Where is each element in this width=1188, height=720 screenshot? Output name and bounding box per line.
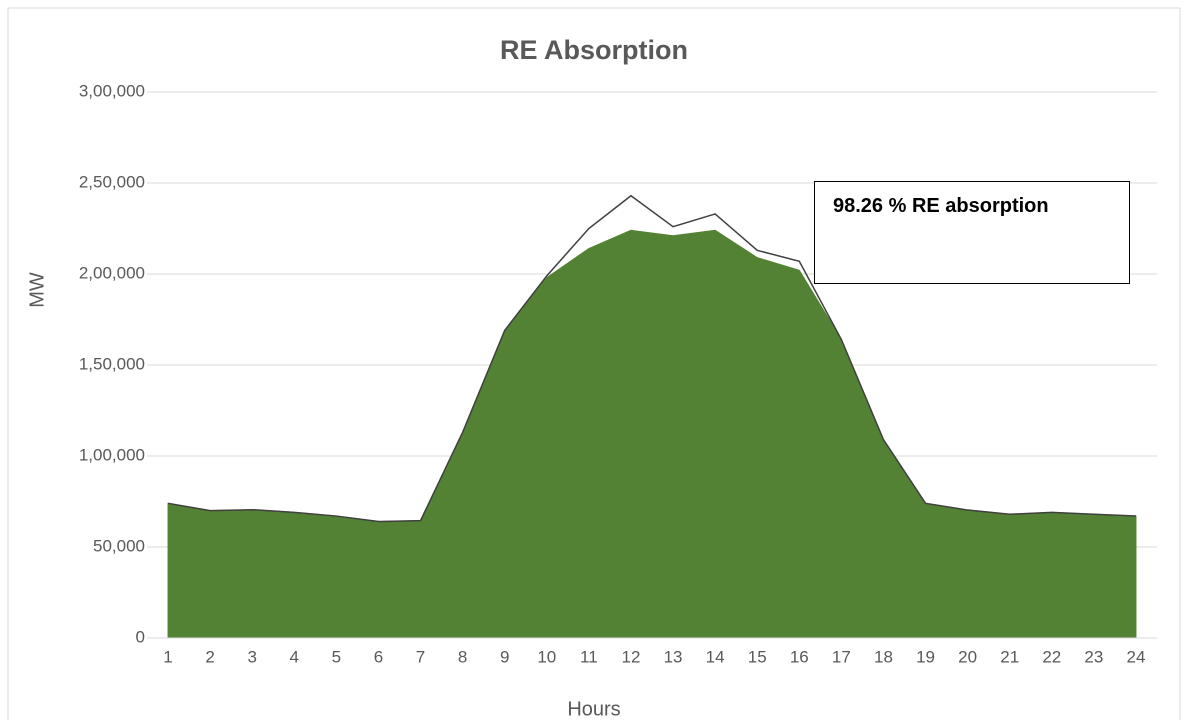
x-tick-label: 13 [664, 647, 683, 666]
x-tick-label: 23 [1084, 647, 1103, 666]
y-tick-label: 1,50,000 [79, 354, 145, 373]
x-tick-label: 6 [374, 647, 383, 666]
x-axis-label: Hours [567, 698, 620, 720]
x-tick-label: 10 [537, 647, 556, 666]
y-axis-label: MW [26, 272, 48, 308]
x-tick-label: 18 [874, 647, 893, 666]
annotation: 98.26 % RE absorption [814, 181, 1130, 284]
x-tick-label: 3 [247, 647, 256, 666]
y-tick-label: 3,00,000 [79, 81, 145, 100]
x-tick-label: 2 [205, 647, 214, 666]
x-tick-label: 5 [332, 647, 341, 666]
line [167, 194, 1136, 523]
x-tick-label: 24 [1126, 647, 1145, 666]
y-tick-label: 2,50,000 [79, 172, 145, 191]
x-tick-label: 9 [500, 647, 509, 666]
x-tick-label: 4 [290, 647, 299, 666]
x-tick-label: 7 [416, 647, 425, 666]
x-tick-label: 22 [1042, 647, 1061, 666]
x-tick-label: 11 [580, 647, 598, 666]
x-tick-label: 19 [916, 647, 935, 666]
x-tick-label: 14 [706, 647, 725, 666]
x-tick-label: 20 [958, 647, 977, 666]
x-tick-label: 15 [748, 647, 767, 666]
x-tick-label: 16 [790, 647, 809, 666]
y-tick-label: 2,00,000 [79, 263, 145, 282]
x-tick-label: 8 [458, 647, 467, 666]
x-tick-label: 12 [621, 647, 640, 666]
x-tick-label: 1 [163, 647, 172, 666]
x-tick-label: 17 [832, 647, 851, 666]
x-tick-label: 21 [1000, 647, 1019, 666]
y-tick-label: 50,000 [93, 536, 145, 555]
chart-title: RE Absorption [500, 35, 688, 65]
y-tick-label: 1,00,000 [79, 445, 145, 464]
y-tick-label: 0 [136, 627, 145, 646]
